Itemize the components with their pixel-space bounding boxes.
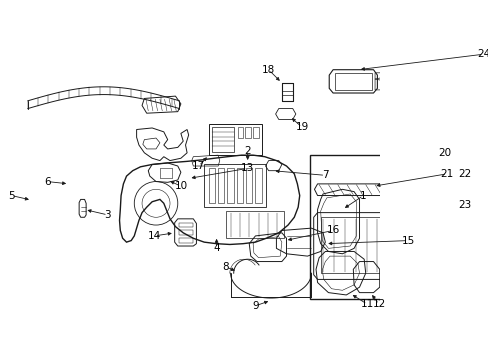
Text: 7: 7 bbox=[322, 170, 328, 180]
Text: 10: 10 bbox=[174, 181, 187, 191]
Bar bbox=[320, 217, 428, 273]
Text: 12: 12 bbox=[371, 299, 385, 309]
Bar bbox=[245, 127, 250, 138]
Bar bbox=[179, 238, 193, 243]
Text: 21: 21 bbox=[440, 169, 453, 179]
Text: 22: 22 bbox=[458, 169, 471, 179]
Bar bbox=[208, 168, 215, 203]
Text: 24: 24 bbox=[476, 49, 488, 59]
Bar bbox=[179, 223, 193, 228]
Bar bbox=[236, 168, 243, 203]
Bar bbox=[255, 168, 261, 203]
Bar bbox=[204, 165, 266, 207]
Text: 11: 11 bbox=[360, 299, 373, 309]
Text: 1: 1 bbox=[359, 190, 366, 201]
Text: 16: 16 bbox=[326, 225, 339, 235]
Text: 17: 17 bbox=[192, 161, 205, 171]
Text: 20: 20 bbox=[438, 148, 450, 158]
Bar bbox=[253, 127, 258, 138]
Bar bbox=[218, 168, 224, 203]
Bar bbox=[179, 230, 193, 235]
Text: 4: 4 bbox=[213, 243, 220, 253]
Text: 2: 2 bbox=[244, 146, 250, 156]
Bar bbox=[225, 211, 284, 238]
Bar bbox=[398, 200, 419, 208]
Bar bbox=[245, 168, 252, 203]
Text: 9: 9 bbox=[252, 301, 258, 311]
Bar bbox=[211, 127, 233, 152]
Bar bbox=[309, 155, 450, 299]
Text: 13: 13 bbox=[241, 163, 254, 174]
Bar bbox=[208, 124, 261, 155]
Text: 18: 18 bbox=[262, 65, 275, 75]
Text: 14: 14 bbox=[147, 231, 161, 241]
Text: 19: 19 bbox=[295, 122, 308, 132]
Text: 8: 8 bbox=[222, 262, 229, 272]
Text: 3: 3 bbox=[104, 210, 111, 220]
Bar bbox=[227, 168, 233, 203]
Text: 6: 6 bbox=[44, 176, 50, 186]
Text: 23: 23 bbox=[458, 200, 471, 210]
Text: 5: 5 bbox=[8, 190, 15, 201]
Bar bbox=[237, 127, 243, 138]
Bar bbox=[334, 73, 371, 90]
Text: 15: 15 bbox=[401, 235, 414, 246]
